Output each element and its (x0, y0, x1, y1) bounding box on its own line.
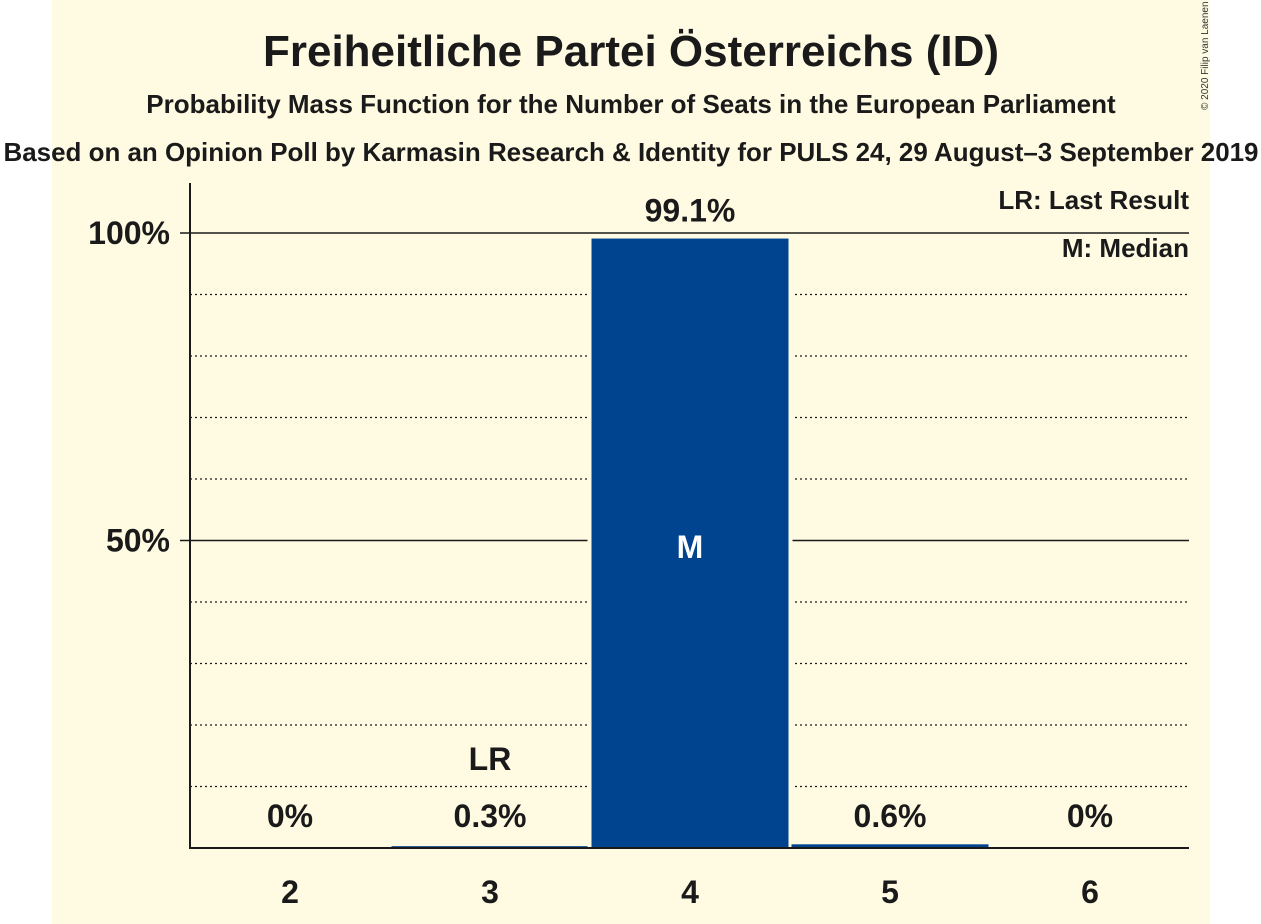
data-label: 0% (267, 798, 313, 834)
data-label: 0% (1067, 798, 1113, 834)
x-tick-label: 5 (881, 874, 899, 910)
x-tick-label: 4 (681, 874, 699, 910)
median-marker: M (677, 529, 704, 565)
bar (591, 238, 789, 848)
bars (391, 234, 989, 849)
x-tick-label: 3 (481, 874, 499, 910)
chart-title: Freiheitliche Partei Österreichs (ID) (263, 27, 999, 76)
x-tick-label: 6 (1081, 874, 1099, 910)
y-tick-label: 100% (88, 215, 170, 251)
chart-source-line: Based on an Opinion Poll by Karmasin Res… (4, 137, 1259, 167)
x-tick-label: 2 (281, 874, 299, 910)
data-label: 0.6% (854, 798, 927, 834)
data-label: 0.3% (454, 798, 527, 834)
y-tick-label: 50% (106, 523, 170, 559)
last-result-marker: LR (469, 741, 512, 777)
axes (189, 183, 1189, 849)
legend-last-result: LR: Last Result (998, 185, 1189, 215)
legend-median: M: Median (1062, 233, 1189, 263)
bar (791, 844, 989, 848)
labels: 50% 100% 2 3 4 5 6 0% 0.3% 99.1% 0.6% 0% LR M (88, 193, 1113, 910)
data-label: 99.1% (645, 193, 736, 229)
chart-subtitle: Probability Mass Function for the Number… (146, 89, 1116, 119)
copyright-notice: © 2020 Filip van Laenen (1200, 1, 1211, 110)
